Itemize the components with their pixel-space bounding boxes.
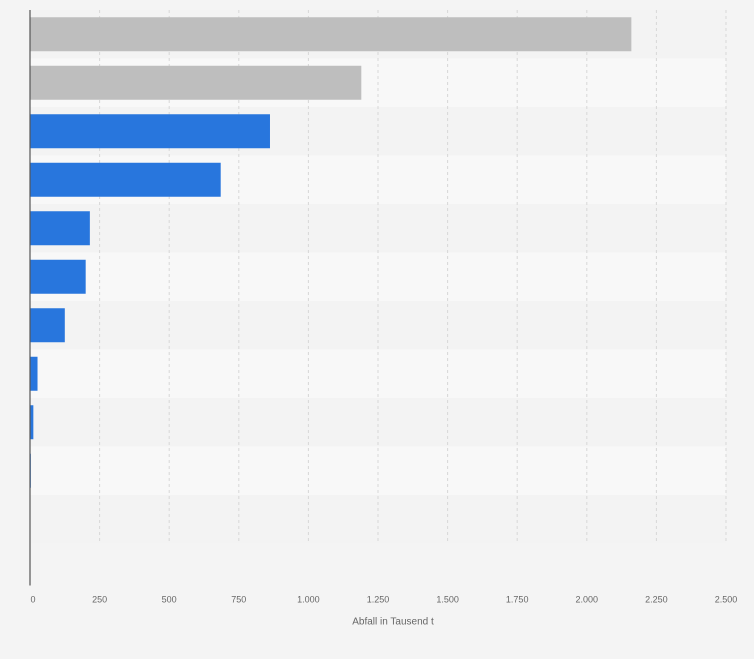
x-tick-label: 500 [162,595,177,605]
bar[interactable] [30,211,90,246]
bar[interactable] [30,65,362,100]
bar[interactable] [30,308,65,343]
x-tick-label: 2.000 [576,595,599,605]
x-axis-title: Abfall in Tausend t [352,617,434,628]
bar[interactable] [30,114,270,149]
x-tick-label: 1.500 [436,595,459,605]
x-tick-label: 2.500 [715,595,738,605]
row-band [30,446,726,495]
bar[interactable] [30,356,38,391]
gridlines [99,10,727,544]
x-tick-label: 1.000 [297,595,320,605]
x-tick-label: 750 [231,595,246,605]
bar[interactable] [30,17,632,52]
x-tick-label: 0 [30,595,35,605]
bar[interactable] [30,162,221,197]
bar[interactable] [30,405,34,440]
x-tick-label: 1.750 [506,595,529,605]
row-band [30,398,726,447]
x-tick-label: 2.250 [645,595,668,605]
bars [30,17,632,488]
bar[interactable] [30,259,86,294]
x-tick-labels: 0 250 500 750 1.000 1.250 1.500 1.750 2.000 2.250… [30,595,737,605]
x-tick-label: 250 [92,595,107,605]
x-tick-label: 1.250 [367,595,390,605]
